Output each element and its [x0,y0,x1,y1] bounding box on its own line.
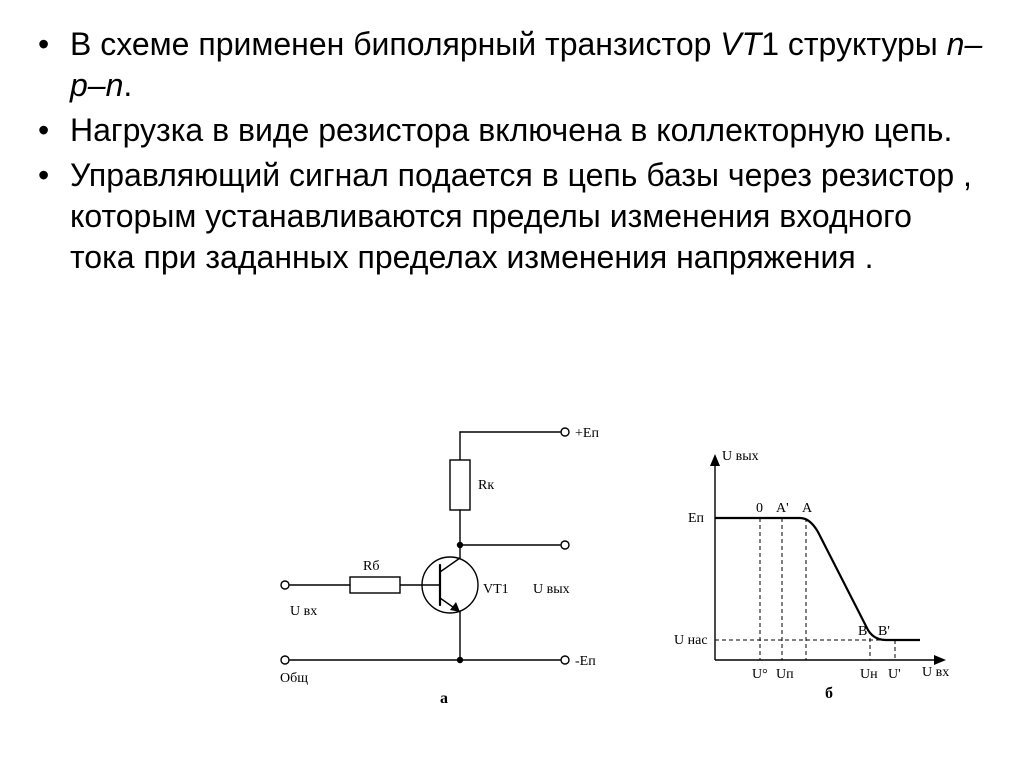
label-x-axis: U вх [922,665,949,680]
label-uout: U вых [533,582,570,597]
bullet-list: В схеме применен биполярный транзистор V… [70,24,984,278]
label-b: В [858,624,867,639]
bullet-2-text: Нагрузка в виде резистора включена в кол… [70,112,952,148]
label-vt1: VT1 [483,582,509,597]
label-rb: Rб [363,559,379,574]
label-un: Uн [860,667,878,682]
label-zero: 0 [756,501,763,516]
bullet-3: Управляющий сигнал подается в цепь базы … [70,155,984,278]
slide-page: В схеме применен биполярный транзистор V… [0,0,1024,767]
figure-label-a: а [440,690,448,708]
bullet-1-text-mid: 1 структуры [761,26,946,62]
circuit-diagram: +Еп Rк VT1 Rб U вх U вых -Еп Общ [250,410,620,720]
bullet-1-em-vt: VT [720,26,761,62]
bullet-1-text-post: . [123,67,132,103]
label-up: Uп [776,667,794,682]
figure-label-b: б [825,685,833,703]
label-usat: U нас [674,633,708,648]
label-y-axis: U вых [722,449,759,464]
bullet-1: В схеме применен биполярный транзистор V… [70,24,984,106]
label-u0: U° [752,667,768,682]
label-ep-pos: +Еп [575,426,599,441]
label-a: А [802,501,813,516]
label-rk: Rк [478,478,494,493]
label-u1: U' [888,667,901,682]
label-ep-neg: -Еп [575,654,596,669]
label-common: Общ [280,671,308,686]
transfer-graph: U вых U вх Еп U нас 0 А' А В В' U° Uп Uн… [660,440,970,710]
figures-area: +Еп Rк VT1 Rб U вх U вых -Еп Общ а [250,410,970,730]
label-ep: Еп [688,511,705,526]
bullet-2: Нагрузка в виде резистора включена в кол… [70,110,984,151]
bullet-3-text: Управляющий сигнал подается в цепь базы … [70,157,972,275]
label-b-prime: В' [878,624,890,639]
bullet-1-text-pre: В схеме применен биполярный транзистор [70,26,720,62]
label-uin: U вх [290,604,317,619]
label-a-prime: А' [776,501,789,516]
